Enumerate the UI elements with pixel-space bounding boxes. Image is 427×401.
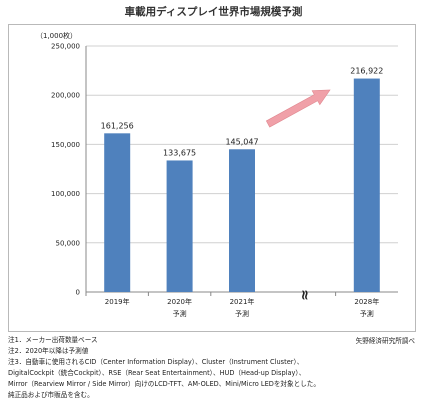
chart-frame (8, 24, 416, 332)
chart-title: 車載用ディスプレイ世界市場規模予測 (124, 6, 303, 18)
y-tick-label: 50,000 (56, 239, 81, 247)
note-3-cont-1: DigitalCockpit（統合Cockpit）、RSE（Rear Seat … (8, 369, 306, 377)
x-tick-sublabel: 予測 (173, 309, 187, 318)
growth-arrow-shape (265, 89, 331, 128)
x-tick-label: 2021年 (230, 297, 255, 306)
x-tick-sublabel: 予測 (235, 309, 249, 318)
y-tick-label: 250,000 (51, 43, 80, 51)
growth-arrow (265, 89, 331, 128)
note-3-cont-3: 純正品および市販品を含む。 (8, 391, 94, 399)
bar (166, 160, 193, 292)
bar (229, 149, 255, 292)
y-unit-label: （1,000枚） (36, 31, 77, 40)
note-3: 注3．自動車に使用されるCID（Center Information Displ… (8, 358, 304, 366)
note-3-cont-2: Mirror（Rearview Mirror / Side Mirror）向けの… (8, 380, 320, 388)
note-2: 注2．2020年以降は予測値 (8, 347, 89, 355)
axis-break-symbol: ≈ (296, 289, 312, 301)
x-tick-label: 2028年 (354, 297, 379, 306)
data-label: 145,047 (225, 137, 258, 146)
x-tick-label: 2019年 (105, 297, 130, 306)
x-tick-label: 2020年 (167, 297, 192, 306)
bar-chart: （1,000枚） 0 50,000 100,000 150,000 200,000 250,… (36, 31, 398, 318)
data-label: 216,922 (350, 67, 383, 76)
note-1: 注1．メーカー出荷数量ベース (8, 336, 98, 344)
data-label: 133,675 (163, 148, 196, 157)
y-tick-label: 100,000 (51, 190, 80, 198)
bar (353, 78, 380, 292)
data-label: 161,256 (101, 121, 134, 130)
chart-notes: 注1．メーカー出荷数量ベース 注2．2020年以降は予測値 注3．自動車に使用さ… (8, 335, 418, 401)
y-tick-label: 150,000 (51, 141, 80, 149)
bar (104, 133, 131, 292)
y-tick-label: 200,000 (51, 92, 80, 100)
y-tick-label: 0 (76, 289, 80, 297)
source-credit: 矢野経済研究所調べ (355, 337, 415, 345)
x-tick-sublabel: 予測 (360, 309, 374, 318)
